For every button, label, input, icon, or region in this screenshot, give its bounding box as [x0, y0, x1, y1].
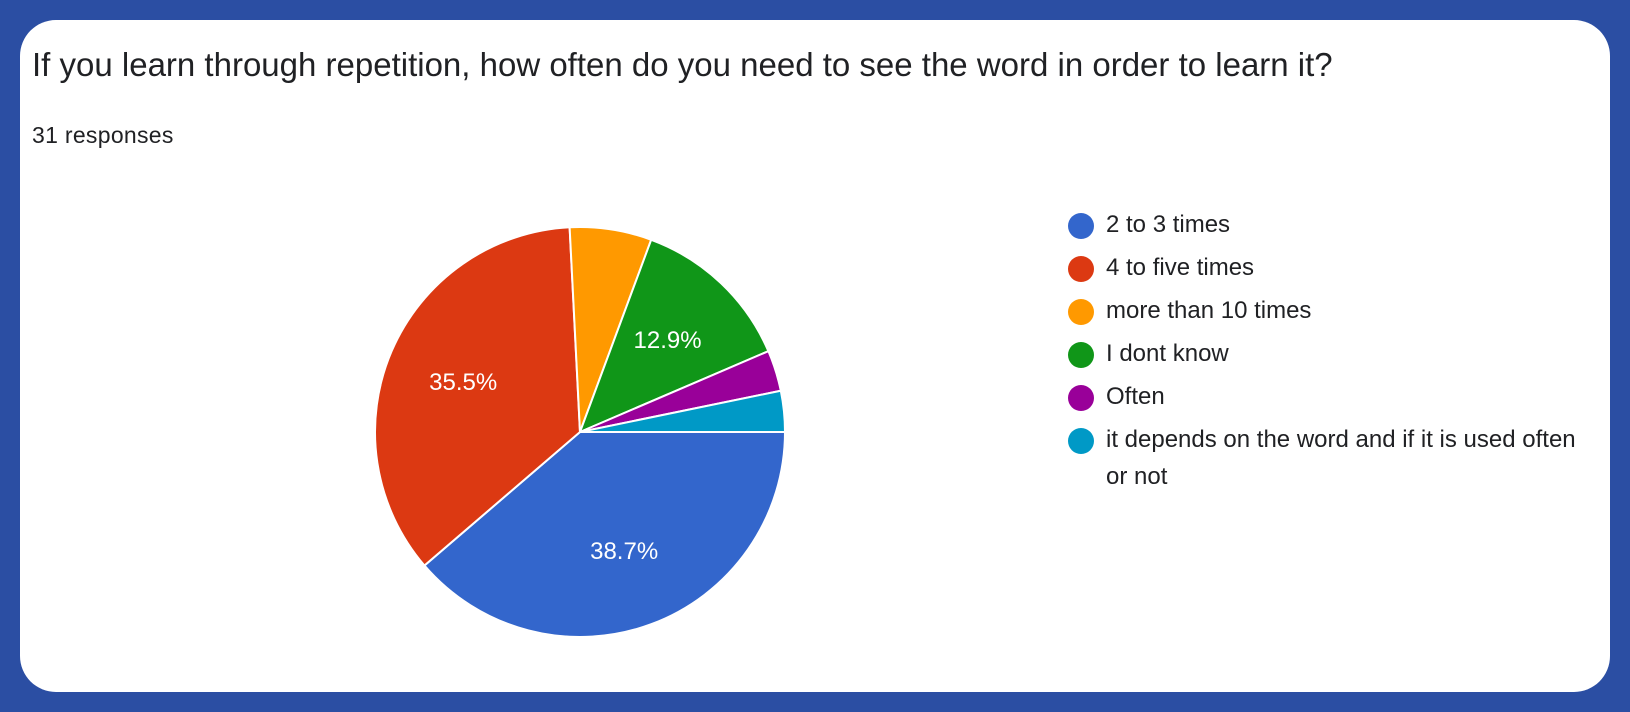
- legend-swatch-icon: [1068, 256, 1094, 282]
- legend-item[interactable]: Often: [1068, 378, 1588, 415]
- legend-item[interactable]: 4 to five times: [1068, 249, 1588, 286]
- legend-item[interactable]: more than 10 times: [1068, 292, 1588, 329]
- legend-item[interactable]: I dont know: [1068, 335, 1588, 372]
- legend-label: I dont know: [1106, 340, 1229, 367]
- slice-percent-label: 35.5%: [429, 369, 497, 396]
- slice-i-dont-know[interactable]: [578, 238, 770, 434]
- slice-percent-label: 38.7%: [590, 538, 658, 565]
- slice-percent-label: 12.9%: [634, 327, 702, 354]
- question-title: If you learn through repetition, how oft…: [32, 46, 1333, 83]
- slice-4-to-five-times[interactable]: [374, 226, 582, 567]
- legend-label: 2 to 3 times: [1106, 211, 1231, 238]
- legend-swatch-icon: [1068, 428, 1094, 454]
- legend-item[interactable]: it depends on the word and if it is used…: [1068, 421, 1588, 495]
- legend-swatch-icon: [1068, 385, 1094, 411]
- response-count: 31 responses: [32, 122, 174, 148]
- legend-label: 4 to five times: [1106, 254, 1255, 281]
- response-card: If you learn through repetition, how oft…: [20, 20, 1610, 692]
- legend-swatch-icon: [1068, 299, 1094, 325]
- legend-label: it depends on the word and if it is used…: [1106, 426, 1576, 490]
- legend-swatch-icon: [1068, 342, 1094, 368]
- legend-label: more than 10 times: [1106, 297, 1312, 324]
- slice-2-to-3-times[interactable]: [423, 431, 787, 638]
- legend-item[interactable]: 2 to 3 times: [1068, 206, 1588, 243]
- legend-swatch-icon: [1068, 213, 1094, 239]
- slice-it-depends[interactable]: [579, 389, 787, 433]
- chart-legend: 2 to 3 times 4 to five times more than 10 …: [1068, 206, 1588, 501]
- legend-label: Often: [1106, 383, 1165, 410]
